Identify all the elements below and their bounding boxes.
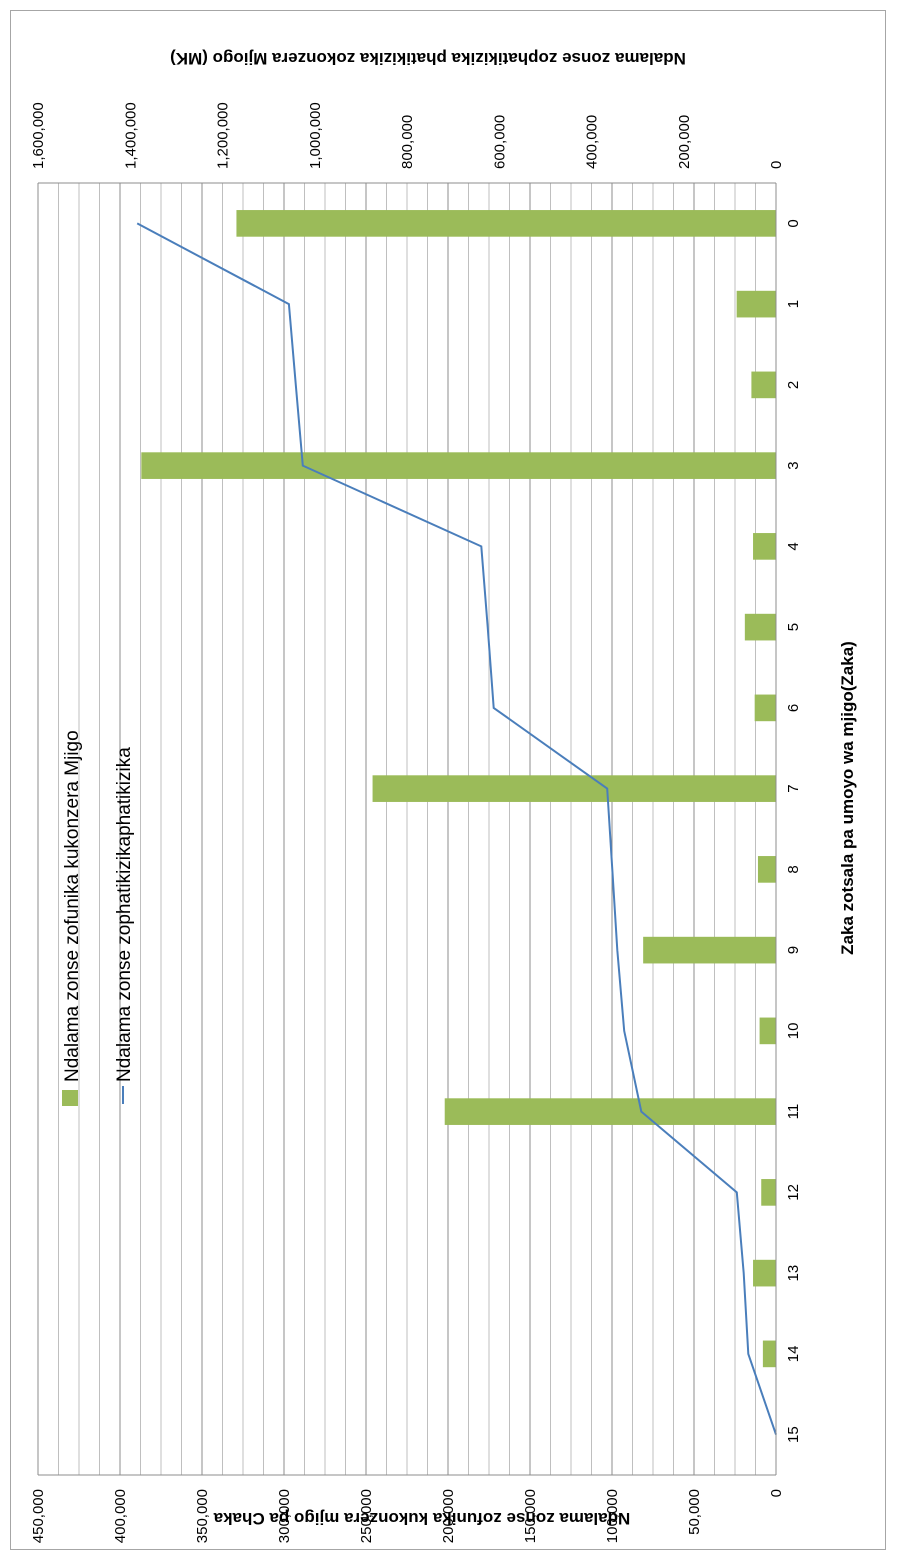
bar-6 <box>754 694 776 722</box>
primary-tick-label: 350,000 <box>194 1489 211 1543</box>
category-tick-label: 12 <box>785 1184 802 1201</box>
secondary-tick-label: 600,000 <box>491 115 508 169</box>
primary-tick-label: 100,000 <box>604 1489 621 1543</box>
secondary-axis-title: Ndalama zonse zophatikizika phatikizika … <box>170 49 686 68</box>
primary-tick-label: 300,000 <box>276 1489 293 1543</box>
category-tick-label: 6 <box>785 704 802 712</box>
category-tick-label: 15 <box>785 1426 802 1443</box>
bar-9 <box>643 936 776 964</box>
category-tick-label: 11 <box>785 1104 802 1120</box>
bar-13 <box>753 1259 776 1287</box>
bar-0 <box>236 210 776 237</box>
secondary-tick-label: 1,000,000 <box>307 102 324 169</box>
category-tick-label: 8 <box>785 865 802 873</box>
primary-tick-label: 400,000 <box>112 1489 129 1543</box>
category-tick-label: 2 <box>785 381 802 389</box>
category-tick-label: 7 <box>785 784 802 792</box>
bar-7 <box>372 775 776 802</box>
secondary-tick-label: 400,000 <box>584 115 601 169</box>
category-tick-label: 1 <box>785 300 802 308</box>
bar-11 <box>444 1098 776 1125</box>
primary-tick-label: 50,000 <box>686 1489 703 1535</box>
legend-bar-label: Ndalama zonse zofunika kukonzera Mjigo <box>62 730 83 1082</box>
gridlines <box>37 183 777 1475</box>
x-axis-title: Zaka zotsala pa umoyo wa mjigo(Zaka) <box>838 641 857 955</box>
secondary-tick-label: 1,200,000 <box>215 102 232 169</box>
bar-8 <box>757 856 776 883</box>
legend-bar-swatch <box>62 1090 78 1106</box>
bar-10 <box>759 1017 776 1045</box>
legend: Ndalama zonse zofunika kukonzera Mjigo N… <box>62 730 135 1106</box>
primary-tick-label: 150,000 <box>522 1489 539 1543</box>
axes <box>38 182 777 1476</box>
category-tick-label: 10 <box>785 1023 802 1040</box>
cumulative-line <box>136 222 777 1435</box>
primary-tick-label: 250,000 <box>358 1489 375 1543</box>
category-tick-label: 9 <box>785 946 802 954</box>
category-tick-label: 0 <box>785 219 802 227</box>
bar-14 <box>762 1340 776 1368</box>
secondary-tick-label: 800,000 <box>399 115 416 169</box>
secondary-tick-label: 1,400,000 <box>122 102 139 169</box>
category-tick-label: 13 <box>785 1265 802 1282</box>
bar-2 <box>751 371 776 399</box>
bar-12 <box>761 1179 776 1206</box>
chart-frame <box>10 10 886 1550</box>
legend-line-label: Ndalama zonse zophatikizikaphatikizika <box>114 747 135 1082</box>
secondary-tick-label: 1,600,000 <box>30 102 47 169</box>
bar-4 <box>753 533 776 560</box>
secondary-tick-label: 200,000 <box>676 115 693 169</box>
category-tick-label: 14 <box>785 1346 802 1363</box>
category-tick-label: 4 <box>785 542 802 550</box>
primary-axis-title: Ndalama zonse zofunika kukonzera mjigo p… <box>213 1509 630 1528</box>
category-tick-label: 3 <box>785 461 802 469</box>
primary-tick-label: 200,000 <box>440 1489 457 1543</box>
primary-tick-labels: 0 50,000 100,000 150,000 200,000 250,000 300,0… <box>30 1489 785 1543</box>
bar-1 <box>736 290 776 318</box>
bar-5 <box>744 613 776 641</box>
secondary-tick-labels: 0 200,000 400,000 600,000 800,000 1,000,000 1,… <box>30 102 785 169</box>
secondary-tick-label: 0 <box>768 161 785 169</box>
category-tick-label: 5 <box>785 623 802 631</box>
primary-tick-label: 0 <box>768 1489 785 1497</box>
primary-tick-label: 450,000 <box>30 1489 47 1543</box>
bar-3 <box>141 452 776 479</box>
bar-series <box>141 210 776 1368</box>
